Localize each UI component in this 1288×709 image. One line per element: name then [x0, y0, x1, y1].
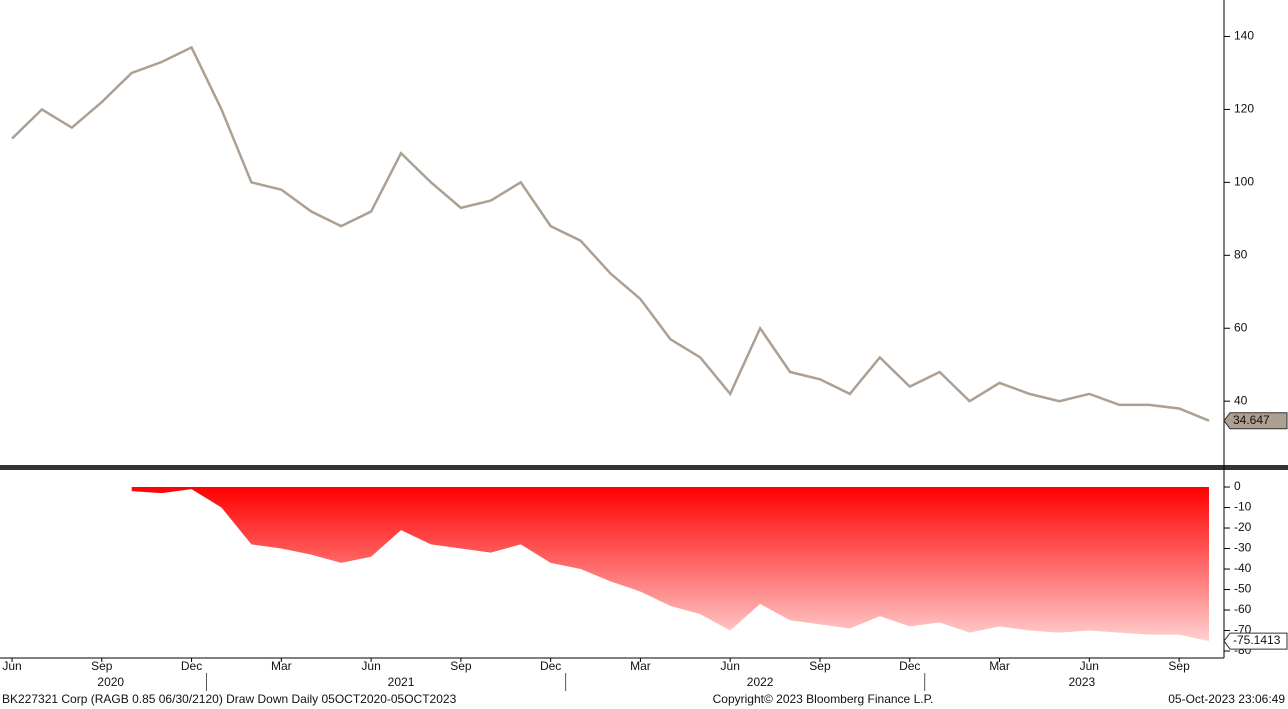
y-tick-label: -40: [1234, 561, 1252, 575]
x-tick-label: Sep: [450, 659, 472, 673]
x-year-label: 2020: [97, 675, 124, 689]
x-tick-label: Dec: [181, 659, 202, 673]
footer-right: 05-Oct-2023 23:06:49: [1168, 692, 1285, 706]
y-tick-label: -20: [1234, 520, 1252, 534]
x-tick-label: Dec: [899, 659, 920, 673]
drawdown-area: [131, 487, 1210, 642]
x-tick-label: Sep: [91, 659, 113, 673]
x-tick-label: Jun: [721, 659, 740, 673]
x-tick-label: Sep: [1168, 659, 1190, 673]
x-year-label: 2023: [1068, 675, 1095, 689]
y-tick-label: 140: [1234, 29, 1254, 43]
last-value-label: 34.647: [1233, 413, 1270, 427]
x-year-label: 2022: [747, 675, 774, 689]
footer-left: BK227321 Corp (RAGB 0.85 06/30/2120) Dra…: [2, 692, 457, 706]
price-line: [11, 45, 1210, 422]
y-tick-label: 0: [1234, 479, 1241, 493]
x-tick-label: Mar: [630, 659, 651, 673]
panel-divider: [0, 465, 1288, 470]
y-tick-label: 60: [1234, 320, 1248, 334]
x-tick-label: Jun: [2, 659, 21, 673]
last-value-box: [1223, 412, 1288, 430]
x-tick-label: Dec: [540, 659, 561, 673]
x-year-label: 2021: [388, 675, 415, 689]
last-value-label: -75.1413: [1233, 633, 1281, 647]
y-tick-label: 40: [1234, 393, 1248, 407]
y-tick-label: 120: [1234, 102, 1254, 116]
x-tick-label: Jun: [361, 659, 380, 673]
y-tick-label: -30: [1234, 541, 1252, 555]
y-tick-label: -60: [1234, 602, 1252, 616]
x-tick-label: Mar: [989, 659, 1010, 673]
x-tick-label: Sep: [809, 659, 831, 673]
y-tick-label: 80: [1234, 247, 1248, 261]
y-tick-label: 100: [1234, 175, 1254, 189]
y-tick-label: -10: [1234, 500, 1252, 514]
footer-center: Copyright© 2023 Bloomberg Finance L.P.: [713, 692, 934, 706]
y-tick-label: -50: [1234, 582, 1252, 596]
x-tick-label: Jun: [1080, 659, 1099, 673]
last-value-box: [1223, 632, 1288, 650]
x-tick-label: Mar: [271, 659, 292, 673]
